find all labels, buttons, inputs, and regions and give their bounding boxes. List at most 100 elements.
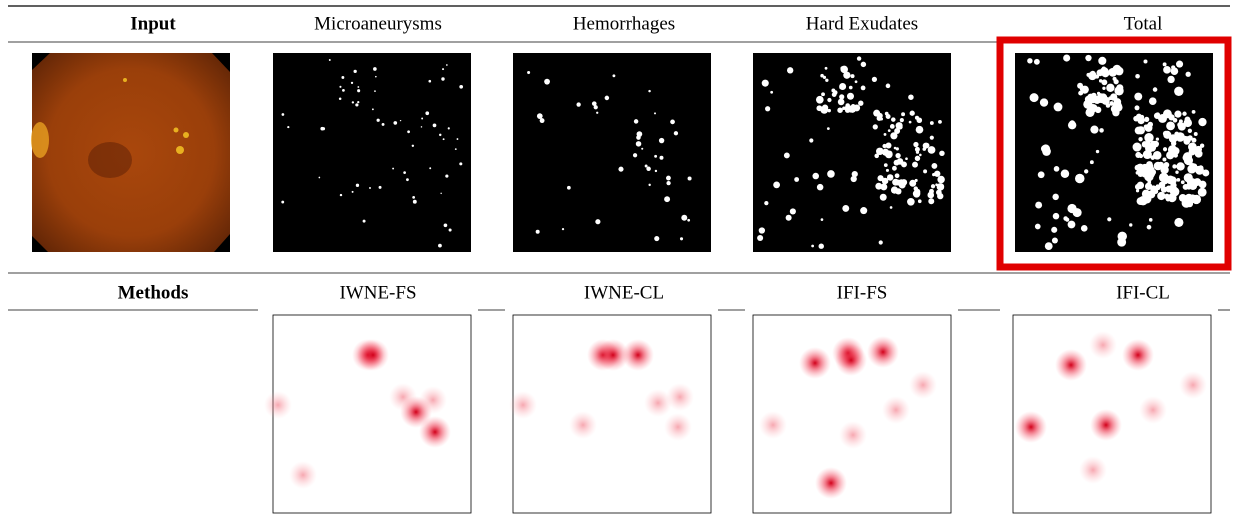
lesion xyxy=(680,237,683,240)
lesion xyxy=(1068,221,1076,229)
lesion xyxy=(455,148,457,150)
lesion xyxy=(1143,150,1152,159)
lesion xyxy=(1101,69,1109,77)
lesion xyxy=(930,136,934,140)
lesion xyxy=(1195,149,1199,153)
lesion xyxy=(879,240,883,244)
exudate xyxy=(183,132,189,138)
column-header: Hard Exudates xyxy=(806,13,918,34)
lesion xyxy=(1054,166,1060,172)
lesion xyxy=(1101,79,1107,85)
lesion xyxy=(773,181,780,188)
lesion xyxy=(1097,93,1103,99)
lesion xyxy=(917,117,923,123)
lesion xyxy=(1183,136,1190,143)
lesion xyxy=(916,151,919,154)
lesion xyxy=(605,96,610,101)
lesion xyxy=(674,131,678,135)
lesion xyxy=(342,89,345,92)
lesion xyxy=(681,215,687,221)
lesion xyxy=(916,126,924,134)
lesion xyxy=(319,177,321,179)
saliency-map xyxy=(1013,315,1211,513)
lesion xyxy=(809,138,813,142)
lesion xyxy=(1108,96,1112,100)
lesion xyxy=(1102,87,1105,90)
mask-background xyxy=(273,53,471,252)
lesion xyxy=(1154,162,1163,171)
lesion xyxy=(664,196,670,202)
hot-spot xyxy=(1122,339,1154,371)
lesion xyxy=(1137,182,1144,189)
lesion xyxy=(885,151,893,159)
lesion xyxy=(1181,180,1185,184)
lesion xyxy=(1169,176,1177,184)
lesion xyxy=(339,98,342,101)
lesion xyxy=(840,109,843,112)
lesion xyxy=(648,90,650,92)
warm-spot xyxy=(882,396,910,424)
lesion xyxy=(375,76,377,78)
lesion xyxy=(1144,125,1148,129)
lesion xyxy=(821,92,825,96)
lesion xyxy=(886,84,891,89)
lesion xyxy=(1053,213,1060,220)
lesion xyxy=(406,178,409,181)
lesion xyxy=(636,141,642,147)
lesion xyxy=(1027,58,1032,63)
lesion xyxy=(1198,165,1203,170)
lesion xyxy=(1099,128,1104,133)
lesion xyxy=(857,56,861,60)
lesion xyxy=(1174,87,1183,96)
lesion xyxy=(1113,77,1117,81)
lesion xyxy=(827,127,830,130)
lesion xyxy=(924,143,929,148)
lesion xyxy=(562,228,564,230)
lesion xyxy=(1133,143,1142,152)
lesion xyxy=(1175,171,1178,174)
lesion xyxy=(634,119,639,124)
warm-spot xyxy=(264,391,292,419)
lesion xyxy=(438,244,442,248)
lesion xyxy=(1174,111,1181,118)
warm-spot xyxy=(289,461,317,489)
lesion xyxy=(839,94,844,99)
lesion xyxy=(666,176,671,181)
lesion xyxy=(392,168,394,170)
lesion xyxy=(428,80,431,83)
lesion xyxy=(1163,62,1167,66)
lesion xyxy=(433,124,437,128)
lesion xyxy=(877,113,883,119)
lesion xyxy=(1173,153,1178,158)
lesion xyxy=(860,207,867,214)
lesion xyxy=(787,67,793,73)
page: Input Microaneurysms Hemorrhages Hard Ex… xyxy=(0,0,1238,521)
lesion xyxy=(861,62,866,67)
warm-spot xyxy=(389,383,417,411)
lesion xyxy=(1163,66,1171,74)
column-header: Methods xyxy=(118,282,189,303)
lesion xyxy=(929,189,934,194)
lesion xyxy=(1052,194,1058,200)
lesion xyxy=(1163,109,1172,118)
warm-spot xyxy=(666,383,694,411)
lesion xyxy=(1183,154,1190,161)
lesion xyxy=(842,106,846,110)
lesion xyxy=(648,184,650,186)
lesion xyxy=(1135,105,1140,110)
lesion xyxy=(357,101,359,103)
lesion xyxy=(851,176,857,182)
lesion xyxy=(784,153,790,159)
lesion xyxy=(1147,225,1152,230)
lesion xyxy=(1081,225,1088,232)
lesion xyxy=(287,126,289,128)
warm-spot xyxy=(1079,456,1107,484)
lesion xyxy=(412,196,415,199)
lesion xyxy=(659,138,664,143)
lesion xyxy=(443,138,445,140)
lesion xyxy=(819,244,824,249)
lesion xyxy=(790,208,796,214)
lesion xyxy=(937,193,943,199)
lesion xyxy=(1135,74,1140,79)
lesion xyxy=(1054,103,1063,112)
